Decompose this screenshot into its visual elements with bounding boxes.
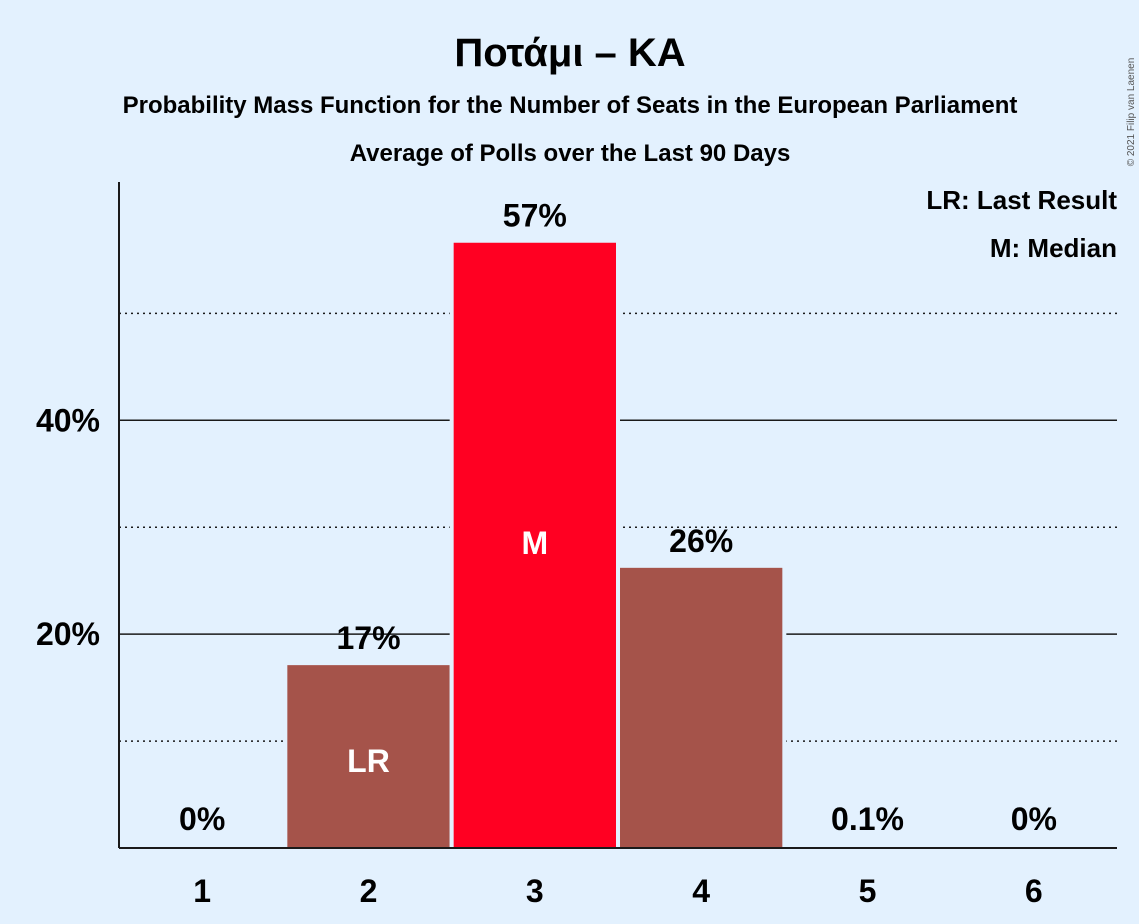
x-tick-label: 6 [1025,873,1043,909]
y-tick-label: 40% [36,402,100,438]
x-tick-label: 3 [526,873,544,909]
copyright-notice: © 2021 Filip van Laenen [1126,58,1137,167]
value-label-6: 0% [1011,801,1057,837]
legend-median: M: Median [990,233,1117,263]
x-tick-label: 5 [859,873,877,909]
chart-subtitle: Probability Mass Function for the Number… [123,92,1018,119]
y-tick-label: 20% [36,616,100,652]
value-label-3: 57% [503,198,567,234]
value-label-5: 0.1% [831,801,904,837]
bar-marker-m: M [522,525,549,561]
value-label-2: 17% [336,620,400,656]
chart-subtitle-2: Average of Polls over the Last 90 Days [350,140,791,167]
value-label-1: 0% [179,801,225,837]
bars [283,240,787,848]
chart-title: Ποτάμι – KA [454,31,685,75]
bar-3 [453,242,616,848]
x-tick-label: 2 [360,873,378,909]
x-tick-label: 1 [193,873,211,909]
data-labels: 0% 1 17% LR 2 57% M 3 26% 4 0.1% 5 0% 6 [179,198,1057,909]
axes [118,182,1117,849]
bar-marker-lr: LR [347,743,390,779]
bar-2 [287,665,450,848]
bar-4 [620,567,783,848]
legend-last-result: LR: Last Result [926,185,1117,215]
value-label-4: 26% [669,523,733,559]
x-tick-label: 4 [692,873,710,909]
